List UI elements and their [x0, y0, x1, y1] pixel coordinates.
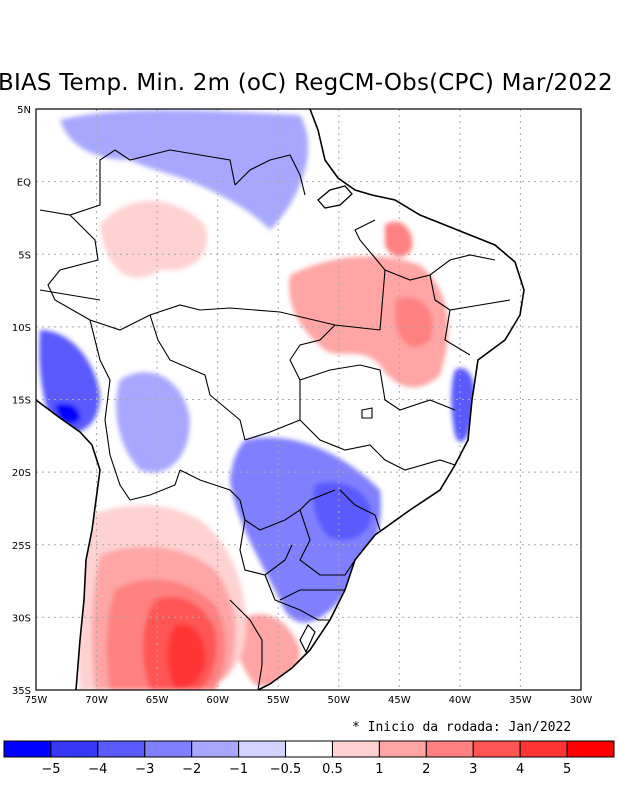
legend-label: 4 [516, 762, 524, 777]
lagoa-dos-patos [299, 624, 316, 654]
legend-swatch [144, 740, 193, 758]
lat-tick-label: 10S [12, 323, 31, 334]
legend-swatch [50, 740, 99, 758]
run-start-note: * Inicio da rodada: Jan/2022 [352, 720, 572, 735]
lon-tick-label: 70W [85, 695, 108, 706]
region-atlantic-ocean [258, 109, 581, 690]
region-guiana-cold [60, 110, 309, 230]
legend-label: −0.5 [270, 762, 302, 777]
legend-label: 0.5 [322, 762, 343, 777]
legend-swatch [238, 740, 287, 758]
legend-label: −4 [88, 762, 107, 777]
latitude-labels: 5N EQ 5S 10S 15S 20S 25S 30S 35S [12, 105, 31, 697]
legend-label: −1 [229, 762, 248, 777]
lon-tick-label: 65W [146, 695, 169, 706]
legend-label: 1 [375, 762, 383, 777]
region-argentina-warm-peak [167, 624, 206, 689]
political-borders [39, 149, 511, 690]
lon-tick-label: 50W [327, 695, 350, 706]
legend-swatch [3, 740, 52, 758]
lat-tick-label: 20S [12, 468, 31, 479]
legend-label: 3 [469, 762, 477, 777]
legend-swatch [285, 740, 333, 758]
amazon-delta-islands [317, 185, 353, 209]
lon-tick-label: 45W [388, 695, 411, 706]
lon-tick-label: 55W [267, 695, 290, 706]
legend-swatch [97, 740, 146, 758]
region-uruguay-warm [236, 614, 300, 686]
longitude-labels: 75W 70W 65W 60W 55W 50W 45W 40W 35W 30W [25, 695, 593, 706]
legend-swatch [472, 740, 521, 758]
region-bolivia-cold [116, 372, 190, 473]
lat-tick-label: 5S [18, 250, 31, 261]
legend-swatch [378, 740, 427, 758]
legend-swatch [425, 740, 474, 758]
lon-tick-label: 30W [570, 695, 593, 706]
legend-label: −3 [135, 762, 154, 777]
lat-tick-label: 15S [12, 396, 31, 407]
region-northeast-warm-core [385, 221, 433, 348]
lon-tick-label: 75W [25, 695, 48, 706]
bias-map: 75W 70W 65W 60W 55W 50W 45W 40W 35W 30W … [12, 105, 593, 706]
lon-tick-label: 40W [449, 695, 472, 706]
coastline [36, 109, 525, 690]
legend-swatch [191, 740, 240, 758]
map-title: BIAS Temp. Min. 2m (oC) RegCM-Obs(CPC) M… [0, 70, 613, 96]
lon-tick-label: 60W [206, 695, 229, 706]
legend-label: −2 [182, 762, 201, 777]
legend-label: 5 [563, 762, 571, 777]
legend-label: 2 [422, 762, 430, 777]
region-amazon-warm [100, 200, 208, 278]
lat-tick-label: 5N [17, 105, 31, 116]
region-peru-cold [39, 330, 100, 434]
legend-swatch [566, 740, 615, 758]
lat-tick-label: 30S [12, 613, 31, 624]
legend-swatch [519, 740, 568, 758]
lat-tick-label: 35S [12, 686, 31, 697]
region-southeast-cold-core [313, 481, 372, 541]
lon-tick-label: 35W [509, 695, 532, 706]
lat-tick-label: 25S [12, 541, 31, 552]
color-legend: −5 −4 −3 −2 −1 −0.5 0.5 1 2 3 4 5 [3, 740, 615, 777]
legend-swatch [331, 740, 380, 758]
region-northeast-warm [289, 256, 449, 388]
legend-label: −5 [41, 762, 60, 777]
lat-tick-label: EQ [17, 178, 31, 189]
map-frame [35, 108, 582, 691]
